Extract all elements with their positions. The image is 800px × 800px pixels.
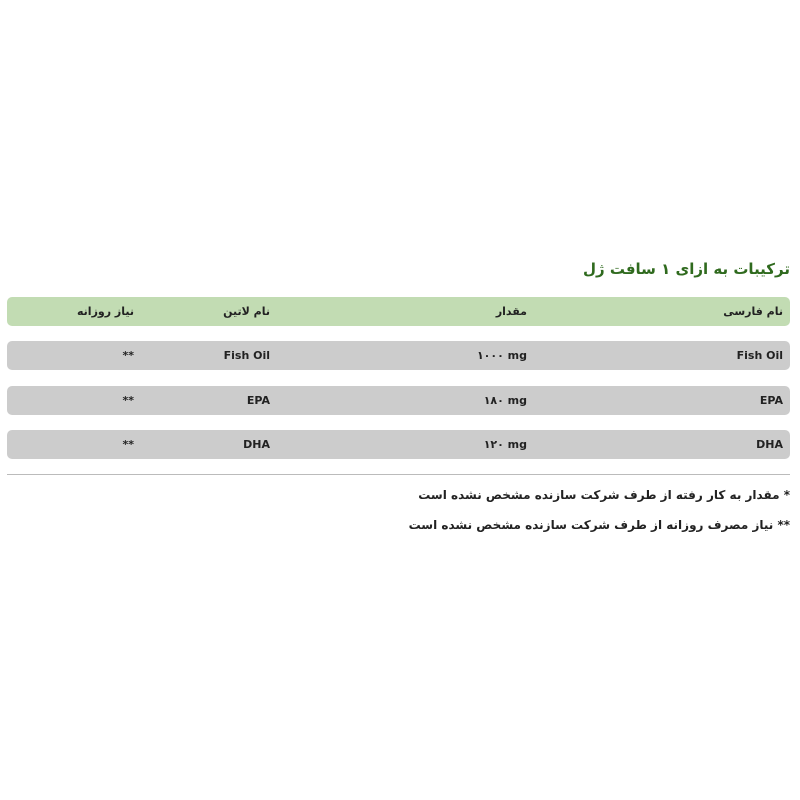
header-latin-name: نام لاتین [223,305,270,318]
latin-name: DHA [243,438,270,451]
daily-need: ** [122,394,134,407]
latin-name: Fish Oil [223,349,270,362]
daily-need: ** [122,438,134,451]
table-header: نام فارسی نام لاتین مقدار نیاز روزانه [7,297,790,326]
footnote-amount: * مقدار به کار رفته از طرف شرکت سازنده م… [418,488,790,502]
amount: ۱۸۰ mg [483,394,527,407]
header-daily-need: نیاز روزانه [77,305,134,318]
persian-name: Fish Oil [736,349,783,362]
amount: ۱۲۰ mg [483,438,527,451]
table-row: DHA DHA ۱۲۰ mg ** [7,430,790,459]
footnote-daily-need: ** نیاز مصرف روزانه از طرف شرکت سازنده م… [408,518,790,532]
header-amount: مقدار [495,305,527,318]
latin-name: EPA [246,394,270,407]
table-row: EPA EPA ۱۸۰ mg ** [7,386,790,415]
daily-need: ** [122,349,134,362]
persian-name: DHA [756,438,783,451]
persian-name: EPA [759,394,783,407]
table-row: Fish Oil Fish Oil ۱۰۰۰ mg ** [7,341,790,370]
divider [7,474,790,475]
amount: ۱۰۰۰ mg [476,349,527,362]
section-title: ترکیبات به ازای ۱ سافت ژل [582,260,790,278]
header-persian-name: نام فارسی [723,305,783,318]
